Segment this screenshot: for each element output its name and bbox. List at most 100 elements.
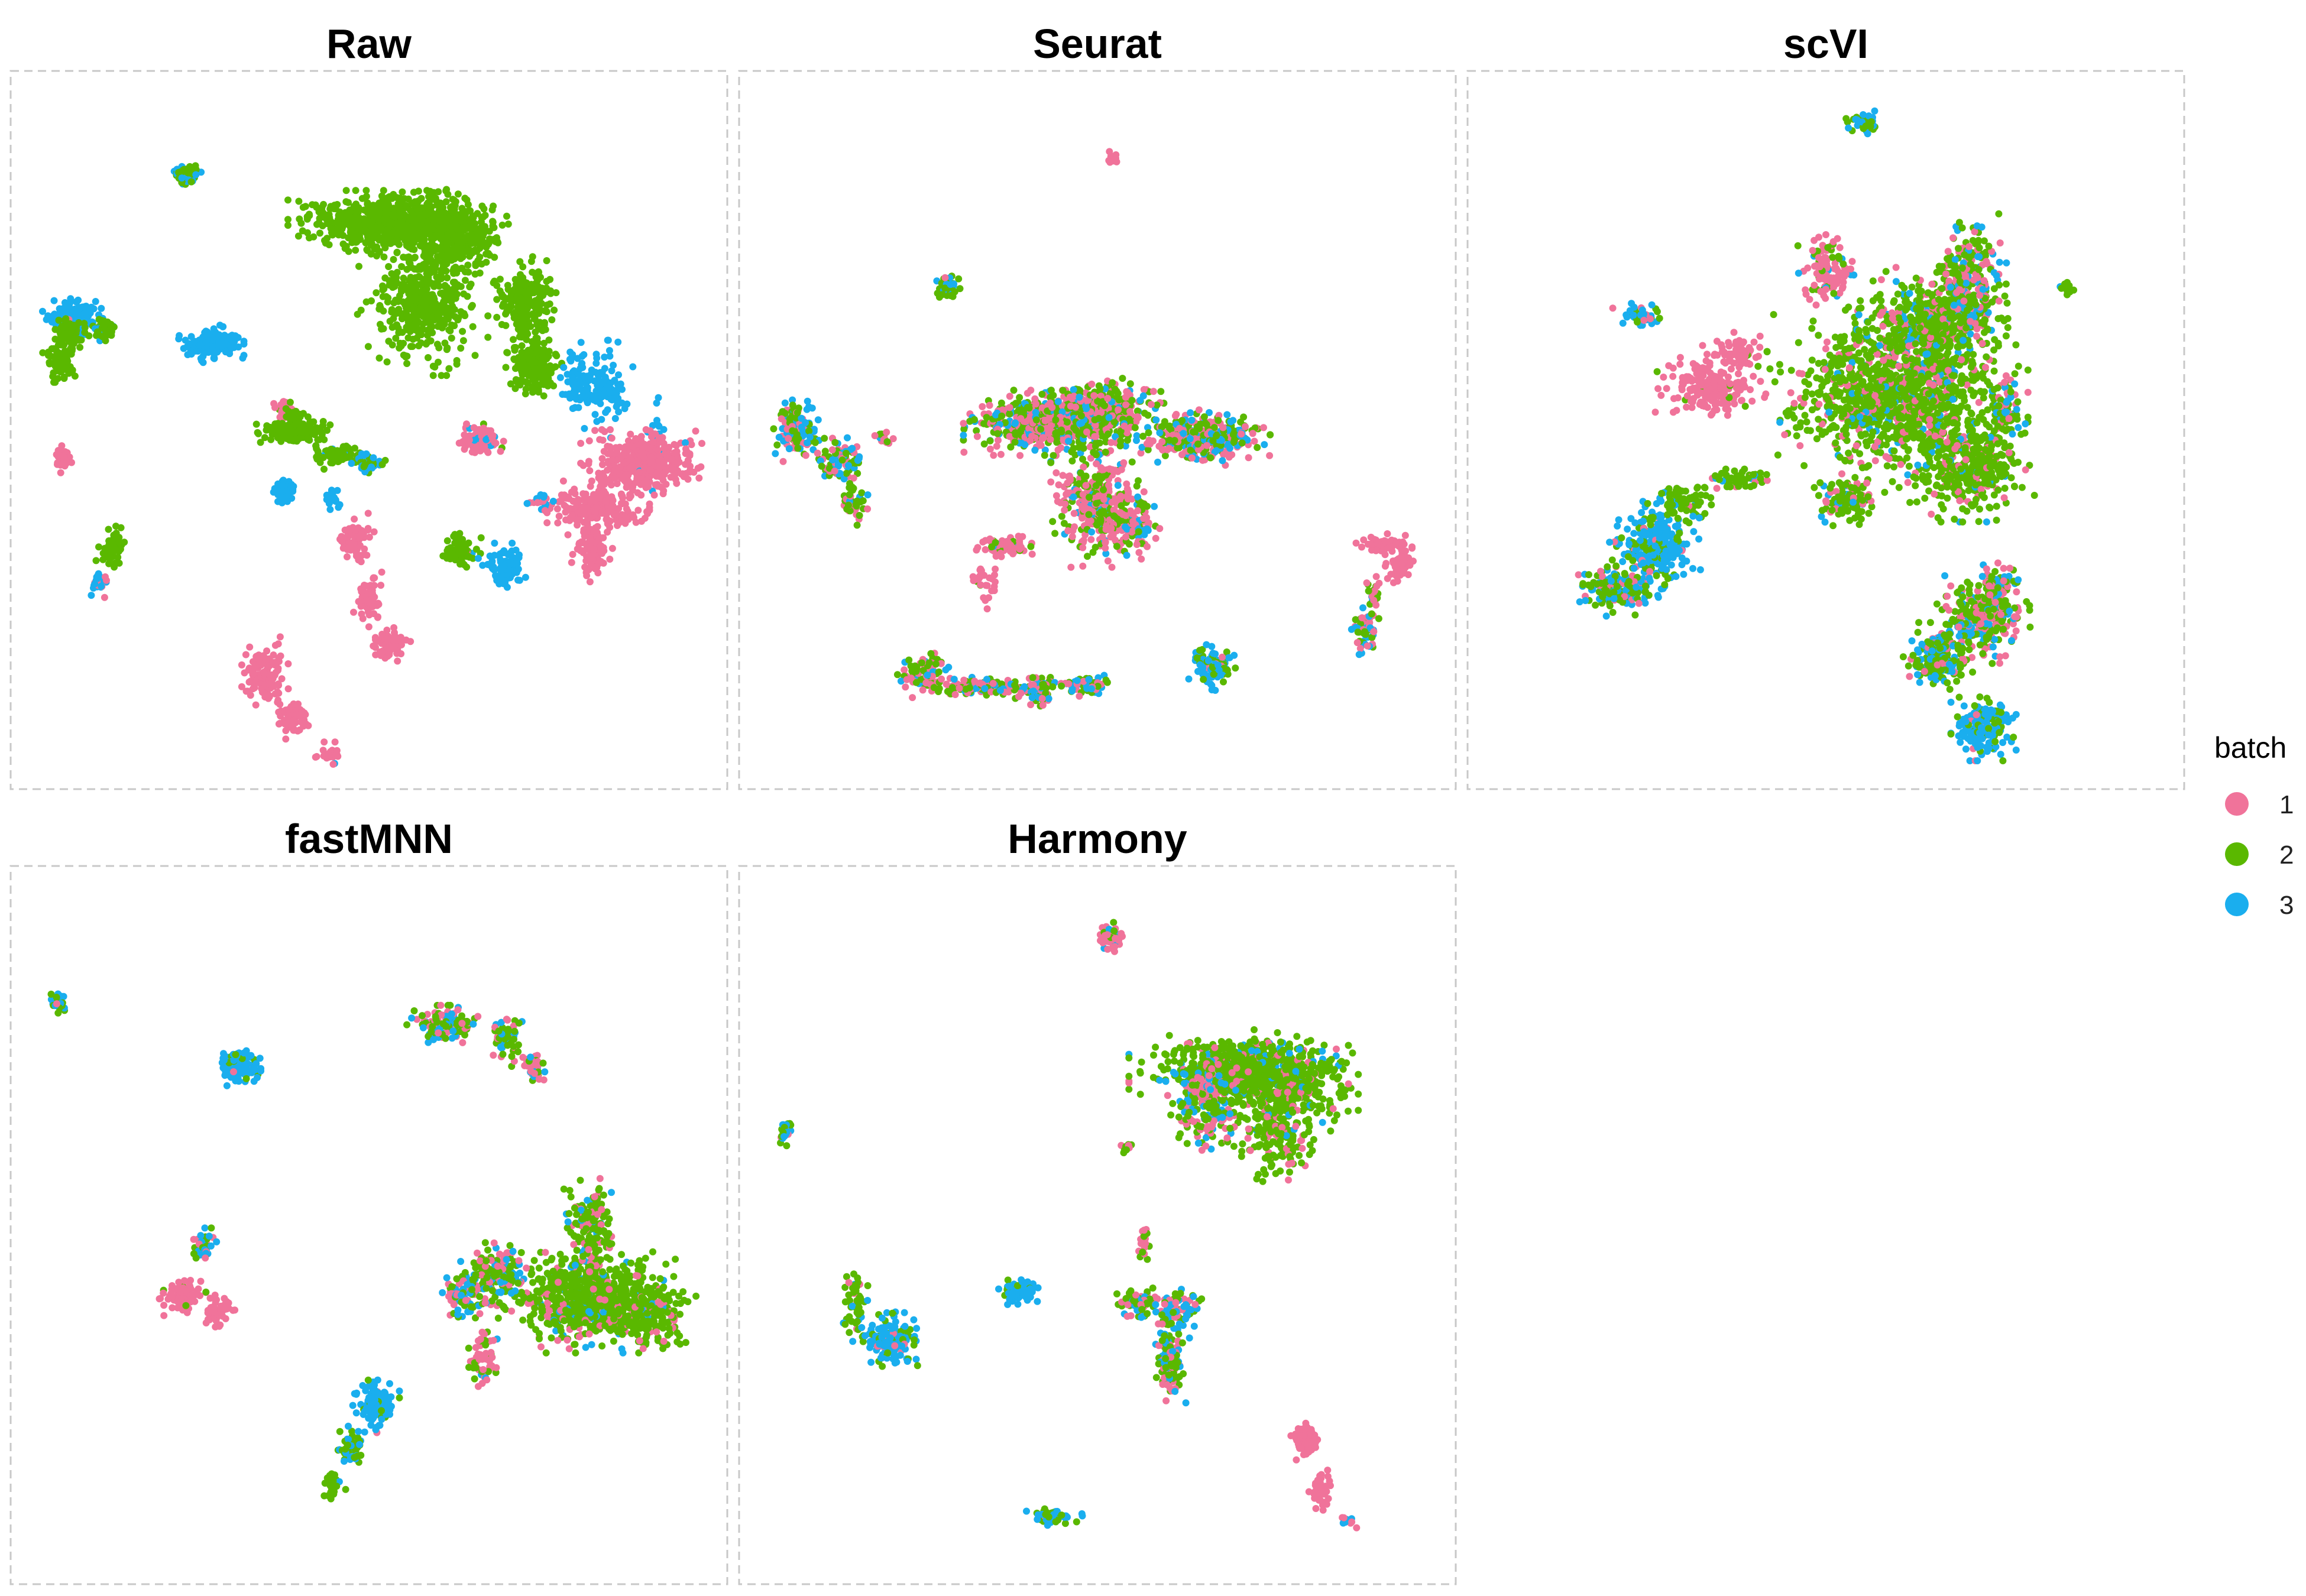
data-point <box>428 297 435 305</box>
data-point <box>370 202 377 209</box>
data-point <box>463 420 470 428</box>
data-point <box>92 557 100 565</box>
data-point <box>331 738 339 746</box>
data-point <box>61 323 69 330</box>
data-point <box>552 351 559 358</box>
data-point <box>413 205 421 212</box>
data-point <box>523 499 531 507</box>
data-point <box>453 357 461 364</box>
data-point <box>474 226 482 234</box>
data-point <box>464 246 472 254</box>
data-point <box>278 482 286 489</box>
data-point <box>105 525 112 533</box>
data-point <box>39 349 47 356</box>
data-point <box>190 338 198 345</box>
data-point <box>416 215 423 223</box>
data-point <box>583 527 591 534</box>
data-point <box>458 264 466 272</box>
data-point <box>550 306 558 314</box>
data-point <box>370 574 377 582</box>
data-point <box>426 291 433 299</box>
data-point <box>390 256 397 263</box>
data-point <box>590 552 597 559</box>
data-point <box>448 207 456 215</box>
data-point <box>497 447 504 455</box>
data-point <box>772 450 779 458</box>
data-point <box>430 247 438 255</box>
data-point <box>423 277 431 284</box>
data-point <box>377 582 385 589</box>
data-point <box>358 587 365 595</box>
data-point <box>1038 391 1046 398</box>
data-point <box>439 262 447 270</box>
data-point <box>623 505 630 512</box>
data-point <box>295 197 303 205</box>
data-point <box>421 227 429 235</box>
data-point <box>400 254 407 261</box>
data-point <box>208 336 216 344</box>
data-point <box>469 323 477 330</box>
data-point <box>435 358 442 366</box>
data-point <box>514 576 522 584</box>
data-point <box>302 203 309 210</box>
data-point <box>380 187 387 194</box>
data-point <box>378 200 386 207</box>
data-point <box>365 533 373 541</box>
data-point <box>72 307 79 315</box>
data-point <box>523 329 530 336</box>
data-point <box>312 201 319 209</box>
data-point <box>274 426 281 433</box>
data-point <box>599 436 607 444</box>
data-point <box>656 434 663 442</box>
data-point <box>512 343 519 351</box>
data-point <box>396 339 404 347</box>
data-point <box>607 395 615 403</box>
data-point <box>697 463 705 471</box>
data-point <box>412 274 419 281</box>
data-point <box>286 398 294 406</box>
data-point <box>274 434 281 442</box>
data-point <box>417 288 425 296</box>
data-point <box>543 519 551 527</box>
data-point <box>660 445 668 452</box>
data-point <box>290 717 297 725</box>
data-point <box>316 229 323 237</box>
data-point <box>222 348 229 356</box>
data-point <box>387 237 394 244</box>
data-point <box>54 450 61 458</box>
data-point <box>342 187 350 194</box>
data-point <box>472 443 480 451</box>
data-point <box>351 543 358 550</box>
panel-border <box>9 70 728 790</box>
data-point <box>334 216 342 223</box>
data-point <box>811 439 819 446</box>
data-point <box>65 369 73 377</box>
data-point <box>355 598 362 605</box>
data-point <box>375 248 383 255</box>
data-point <box>425 202 433 210</box>
data-point <box>541 507 549 514</box>
data-point <box>490 202 497 210</box>
data-point <box>386 221 393 228</box>
data-point <box>265 680 273 688</box>
data-point <box>255 430 262 437</box>
data-point <box>234 334 242 341</box>
data-point <box>607 426 614 433</box>
data-point <box>403 222 410 230</box>
data-point <box>545 352 552 360</box>
data-point <box>650 491 658 499</box>
data-point <box>407 638 414 645</box>
data-point <box>448 222 455 230</box>
data-point <box>450 196 458 204</box>
data-point <box>540 493 548 501</box>
data-point <box>587 482 594 490</box>
data-point <box>95 543 102 551</box>
data-point <box>684 456 692 464</box>
data-point <box>455 232 463 239</box>
data-point <box>284 196 292 204</box>
data-point <box>284 222 292 229</box>
data-point <box>379 286 387 294</box>
data-point <box>471 352 479 359</box>
data-point <box>639 449 646 456</box>
data-point <box>553 505 561 512</box>
